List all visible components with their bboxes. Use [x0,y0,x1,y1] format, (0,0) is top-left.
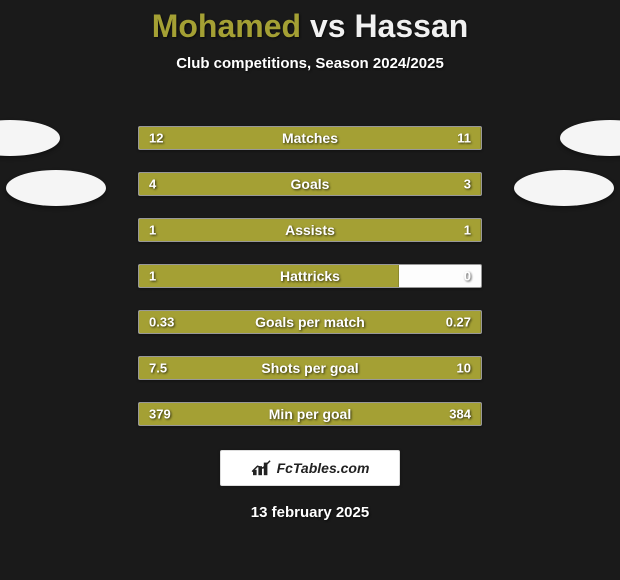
stat-right-value: 1 [464,223,471,238]
stat-right-value: 11 [457,131,471,146]
stat-row: 379 Min per goal 384 [138,402,482,426]
comparison-title: Mohamed vs Hassan [0,0,620,45]
player2-badge-oval-2 [514,170,614,206]
chart-icon [251,459,273,477]
player2-badge-oval-1 [560,120,620,156]
stat-row: 1 Assists 1 [138,218,482,242]
stats-bars-container: 12Matches114Goals31Assists11Hattricks00.… [138,126,482,448]
stat-row: 4 Goals 3 [138,172,482,196]
stat-row: 12 Matches 11 [138,126,482,150]
stat-fill [139,265,399,287]
stat-left-value: 1 [149,269,156,284]
fctables-watermark: FcTables.com [220,450,400,486]
stat-right-value: 0 [464,269,471,284]
stat-right-value: 10 [457,361,471,376]
stat-row: 7.5 Shots per goal 10 [138,356,482,380]
stat-right-value: 384 [449,407,471,422]
player1-badge-oval-2 [6,170,106,206]
subtitle: Club competitions, Season 2024/2025 [0,55,620,72]
stat-label: Goals per match [255,314,365,330]
stat-row: 1 Hattricks 0 [138,264,482,288]
stat-label: Min per goal [269,406,351,422]
player2-name: Hassan [354,8,468,44]
player1-badge-oval-1 [0,120,60,156]
stat-label: Goals [291,176,330,192]
stat-left-value: 12 [149,131,163,146]
stat-left-value: 1 [149,223,156,238]
stat-right-value: 3 [464,177,471,192]
watermark-text: FcTables.com [277,460,370,476]
player1-name: Mohamed [152,8,301,44]
stat-right-value: 0.27 [446,315,471,330]
stat-left-value: 7.5 [149,361,167,376]
stat-label: Matches [282,130,338,146]
stat-row: 0.33 Goals per match 0.27 [138,310,482,334]
stat-left-value: 4 [149,177,156,192]
stat-label: Assists [285,222,335,238]
stat-label: Shots per goal [261,360,358,376]
date-text: 13 february 2025 [0,504,620,521]
vs-text: vs [310,8,346,44]
stat-label: Hattricks [280,268,340,284]
stat-left-value: 0.33 [149,315,174,330]
stat-left-value: 379 [149,407,171,422]
